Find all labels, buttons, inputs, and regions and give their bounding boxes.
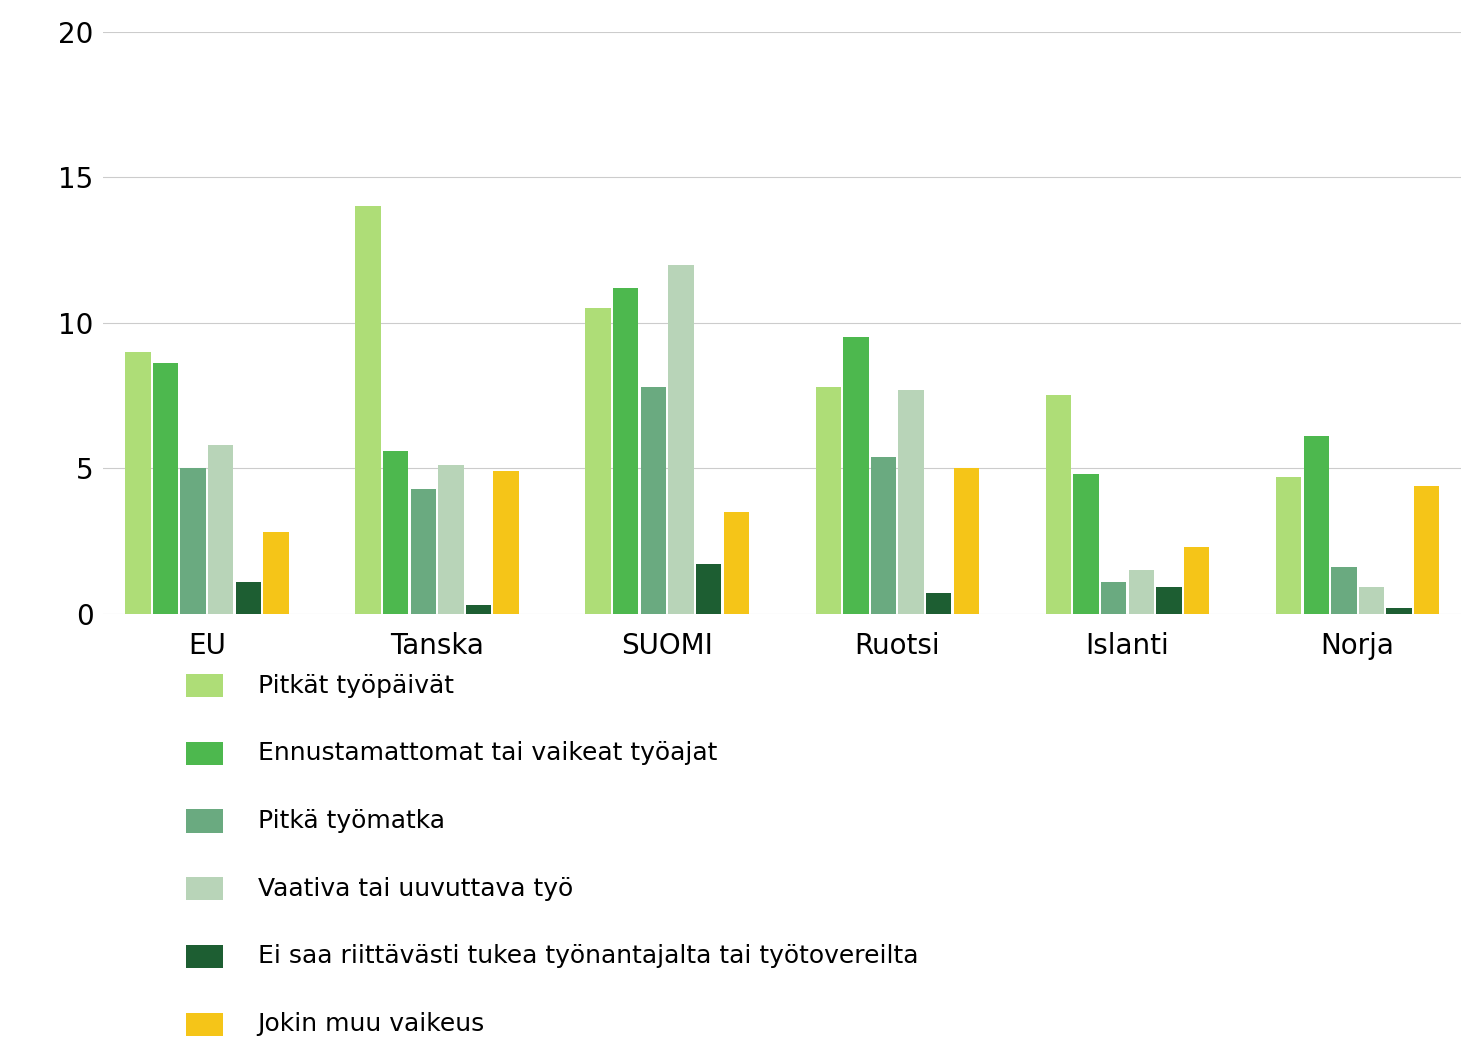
Text: Pitkät työpäivät: Pitkät työpäivät xyxy=(258,674,453,697)
Bar xyxy=(669,264,694,614)
Bar xyxy=(723,512,748,614)
Bar xyxy=(899,389,924,614)
Bar xyxy=(1101,582,1126,614)
Bar xyxy=(1046,396,1072,614)
Bar xyxy=(1359,587,1384,614)
FancyBboxPatch shape xyxy=(186,809,223,833)
Bar xyxy=(1331,567,1356,614)
Bar xyxy=(1184,547,1209,614)
Bar xyxy=(1414,486,1439,614)
Bar xyxy=(871,457,896,614)
Bar xyxy=(1073,474,1098,614)
Bar xyxy=(180,468,205,614)
Bar xyxy=(1129,570,1154,614)
Bar xyxy=(641,387,666,614)
Bar xyxy=(263,532,289,614)
Text: Ei saa riittävästi tukea työnantajalta tai työtovereilta: Ei saa riittävästi tukea työnantajalta t… xyxy=(258,945,918,968)
Bar xyxy=(493,471,518,614)
Bar xyxy=(1386,607,1413,614)
Bar xyxy=(925,594,952,614)
Bar xyxy=(208,444,233,614)
Bar xyxy=(1303,436,1328,614)
Bar xyxy=(356,206,381,614)
Bar xyxy=(438,466,463,614)
Text: Ennustamattomat tai vaikeat työajat: Ennustamattomat tai vaikeat työajat xyxy=(258,742,717,765)
Bar xyxy=(410,489,435,614)
Text: Vaativa tai uuvuttava työ: Vaativa tai uuvuttava työ xyxy=(258,877,573,900)
Bar xyxy=(843,338,869,614)
Bar xyxy=(1275,477,1302,614)
Bar xyxy=(466,605,492,614)
FancyBboxPatch shape xyxy=(186,742,223,765)
Bar xyxy=(1156,587,1182,614)
Bar xyxy=(586,308,611,614)
Bar xyxy=(953,468,979,614)
FancyBboxPatch shape xyxy=(186,674,223,697)
Bar xyxy=(125,351,151,614)
Bar xyxy=(816,387,841,614)
Bar xyxy=(152,364,179,614)
FancyBboxPatch shape xyxy=(186,945,223,968)
Text: Pitkä työmatka: Pitkä työmatka xyxy=(258,809,444,833)
Bar xyxy=(236,582,261,614)
Text: Jokin muu vaikeus: Jokin muu vaikeus xyxy=(258,1013,486,1036)
Bar xyxy=(695,564,722,614)
FancyBboxPatch shape xyxy=(186,877,223,900)
FancyBboxPatch shape xyxy=(186,1013,223,1036)
Bar xyxy=(382,451,409,614)
Bar xyxy=(613,288,639,614)
